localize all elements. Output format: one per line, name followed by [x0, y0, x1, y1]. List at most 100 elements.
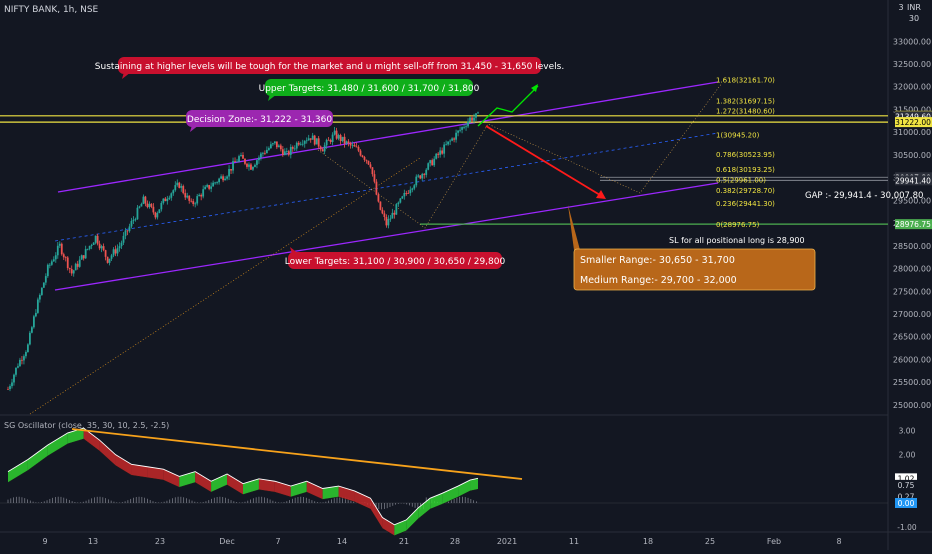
oscillator-band-segment [354, 490, 371, 510]
candle-body [156, 213, 159, 218]
oscillator-band-segment [83, 428, 100, 452]
candle-body [269, 144, 272, 149]
fib-level-label: 0.236(29441.30) [716, 200, 775, 208]
candle-body [240, 155, 242, 157]
candle-body [90, 244, 93, 246]
candle-body [347, 141, 350, 144]
candle-body [337, 135, 340, 139]
candle-body [315, 138, 318, 145]
candle-body [204, 186, 207, 190]
candle-body [150, 203, 153, 207]
candle-body [369, 164, 372, 168]
candle-body [164, 198, 167, 202]
candle-body [21, 359, 23, 361]
candle-body [82, 255, 85, 259]
candle-body [477, 112, 479, 114]
candle-body [126, 230, 129, 232]
decision-zone-callout-bg [186, 110, 333, 127]
decision-zone-callout-tail [190, 125, 199, 132]
candle-body [70, 269, 73, 274]
candle-body [114, 249, 117, 254]
candle-body [110, 255, 113, 259]
candle-body [473, 117, 475, 121]
candle-body [30, 327, 33, 333]
candle-body [15, 367, 17, 375]
price-axis-tick: 26500.00 [893, 333, 931, 342]
price-tag [895, 175, 932, 186]
candle-body [186, 195, 189, 198]
candle-body [327, 139, 330, 141]
oscillator-tag-label: 1.02 [898, 474, 915, 483]
fib-level-label: 1.618(32161.70) [716, 76, 775, 84]
candle-body [305, 140, 308, 142]
candle-body [176, 182, 179, 186]
sl-note-label: SL for all positional long is 28,900 [669, 236, 805, 245]
candle-body [220, 176, 222, 179]
oscillator-trendline [71, 428, 523, 480]
candle-body [108, 258, 111, 263]
candle-body [395, 204, 398, 215]
candle-body [359, 150, 362, 156]
candle-body [124, 230, 127, 236]
candle-body [262, 152, 264, 154]
candle-body [441, 150, 444, 154]
oscillator-axis-tick: -1.00 [897, 523, 917, 532]
price-tag-label: 31222.00 [895, 118, 931, 127]
candle-body [34, 312, 37, 317]
candle-body [469, 117, 471, 122]
candle-body [25, 351, 27, 357]
fib-level-label: 0.786(30523.95) [716, 151, 775, 159]
candle-body [271, 143, 274, 145]
channel-mid-dashed [54, 132, 719, 242]
candle-body [78, 259, 81, 267]
candle-body [309, 138, 312, 140]
candle-body [180, 186, 183, 188]
candle-body [293, 148, 296, 150]
range-box [573, 248, 816, 291]
candle-body [62, 254, 65, 258]
candle-body [148, 203, 151, 208]
candle-body [381, 209, 384, 214]
candle-body [32, 316, 35, 328]
candle-body [246, 163, 248, 167]
candle-body [210, 186, 213, 189]
oscillator-band-segment [442, 486, 459, 505]
candle-body [76, 263, 79, 267]
channel-upper-line [57, 81, 719, 193]
candle-body [168, 197, 171, 199]
candle-body [188, 195, 191, 201]
candle-body [383, 213, 386, 218]
bearish-arrow [485, 125, 601, 196]
candle-body [7, 389, 9, 390]
top-note-callout-bg [118, 57, 541, 74]
candle-body [252, 166, 254, 170]
candle-body [68, 268, 71, 270]
candle-body [361, 155, 364, 158]
candle-body [17, 366, 19, 368]
lower-targets-callout: Lower Targets: 31,100 / 30,900 / 30,650 … [285, 257, 506, 267]
candle-body [130, 221, 133, 227]
oscillator-band-segment [370, 498, 383, 529]
candle-body [393, 212, 396, 215]
candle-body [461, 127, 463, 130]
oscillator-tag-label: 0.75 [898, 481, 915, 490]
candle-body [178, 182, 181, 188]
oscillator-signal-line [7, 427, 479, 526]
fib-level-label: 0(28976.75) [716, 221, 760, 229]
candle-body [194, 203, 197, 205]
candle-body [311, 135, 314, 140]
oscillator-axis-tick: 2.00 [899, 451, 916, 460]
candle-body [208, 185, 211, 189]
candle-body [56, 245, 59, 256]
time-axis-tick: 18 [643, 537, 653, 546]
candle-body [74, 263, 77, 271]
oscillator-band-segment [99, 440, 116, 466]
oscillator-band-segment [458, 480, 471, 497]
candle-body [299, 143, 302, 145]
candle-body [94, 235, 97, 243]
candle-body [409, 189, 412, 194]
price-axis-tick: 27500.00 [893, 287, 931, 296]
candle-body [455, 132, 457, 140]
oscillator-tag [895, 479, 917, 490]
candle-body [256, 160, 258, 165]
